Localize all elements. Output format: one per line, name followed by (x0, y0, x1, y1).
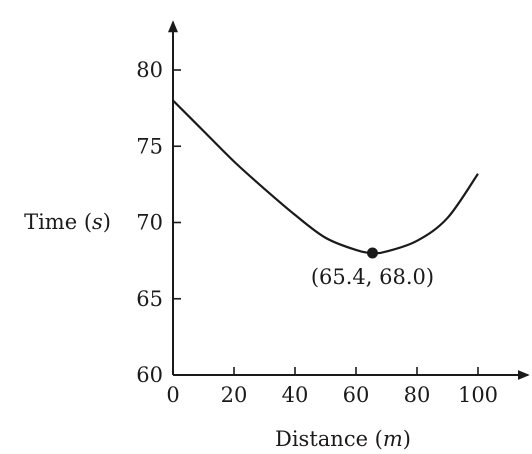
series-line (172, 99, 479, 255)
minimum-point-label: (65.4, 68.0) (311, 265, 434, 289)
y-tick-label: 75 (136, 134, 163, 158)
x-ticks: 0 20 40 60 80 100 (166, 367, 498, 407)
y-tick-label: 60 (136, 363, 163, 387)
x-tick-label: 0 (166, 383, 179, 407)
x-tick-label: 80 (404, 383, 431, 407)
y-axis-label: Time (s) (24, 210, 111, 234)
x-axis-label: Distance (m) (275, 427, 411, 451)
x-tick-label: 100 (458, 383, 498, 407)
x-tick-label: 60 (343, 383, 370, 407)
y-ticks: 60 65 70 75 80 (136, 58, 181, 387)
annotations: (65.4, 68.0) (311, 247, 434, 289)
y-tick-label: 80 (136, 58, 163, 82)
x-tick-label: 20 (221, 383, 248, 407)
y-tick-label: 70 (136, 211, 163, 235)
x-tick-label: 40 (282, 383, 309, 407)
y-tick-label: 65 (136, 287, 163, 311)
minimum-point (366, 247, 378, 259)
